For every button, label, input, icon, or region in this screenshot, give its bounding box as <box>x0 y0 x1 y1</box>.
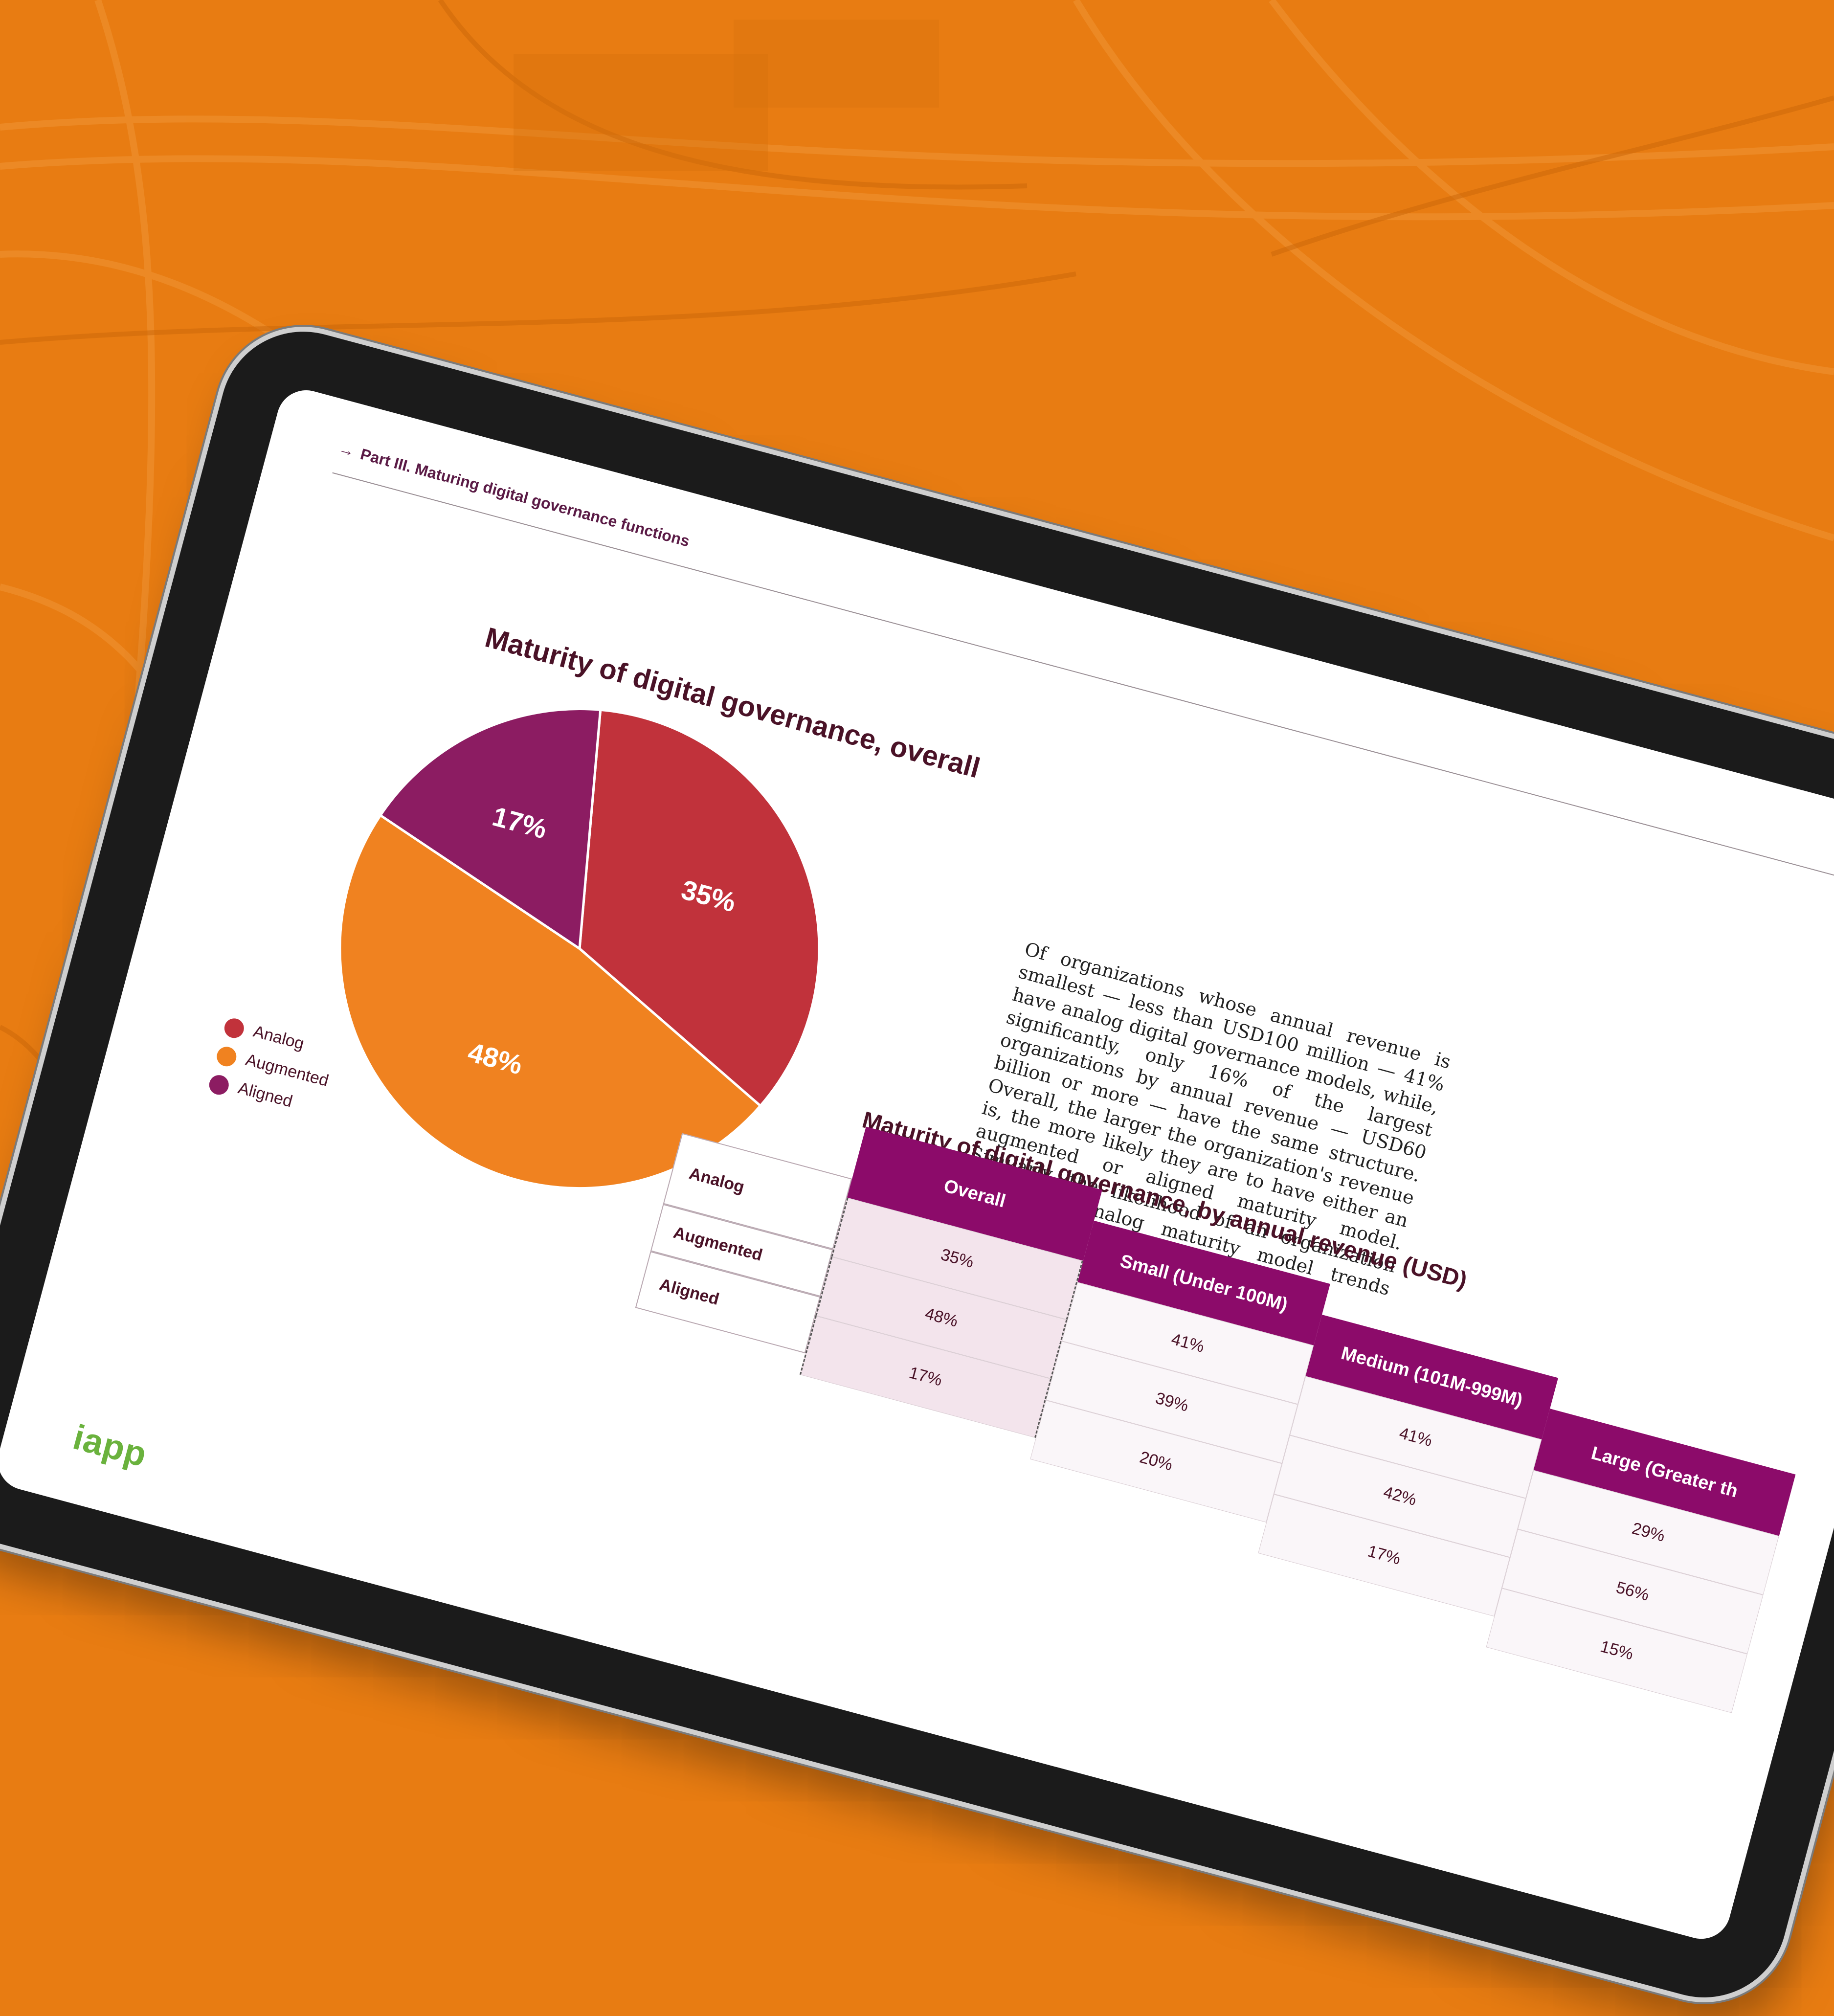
pie-slice-aligned <box>379 708 602 951</box>
tablet-screen: → Part III. Maturing digital governance f… <box>0 383 1834 1946</box>
pie-chart: 35%48%17% <box>338 708 821 1190</box>
tablet-device: → Part III. Maturing digital governance f… <box>0 313 1834 2016</box>
pie-slice-analog <box>578 708 821 1108</box>
iapp-logo: iapp <box>69 1417 151 1475</box>
